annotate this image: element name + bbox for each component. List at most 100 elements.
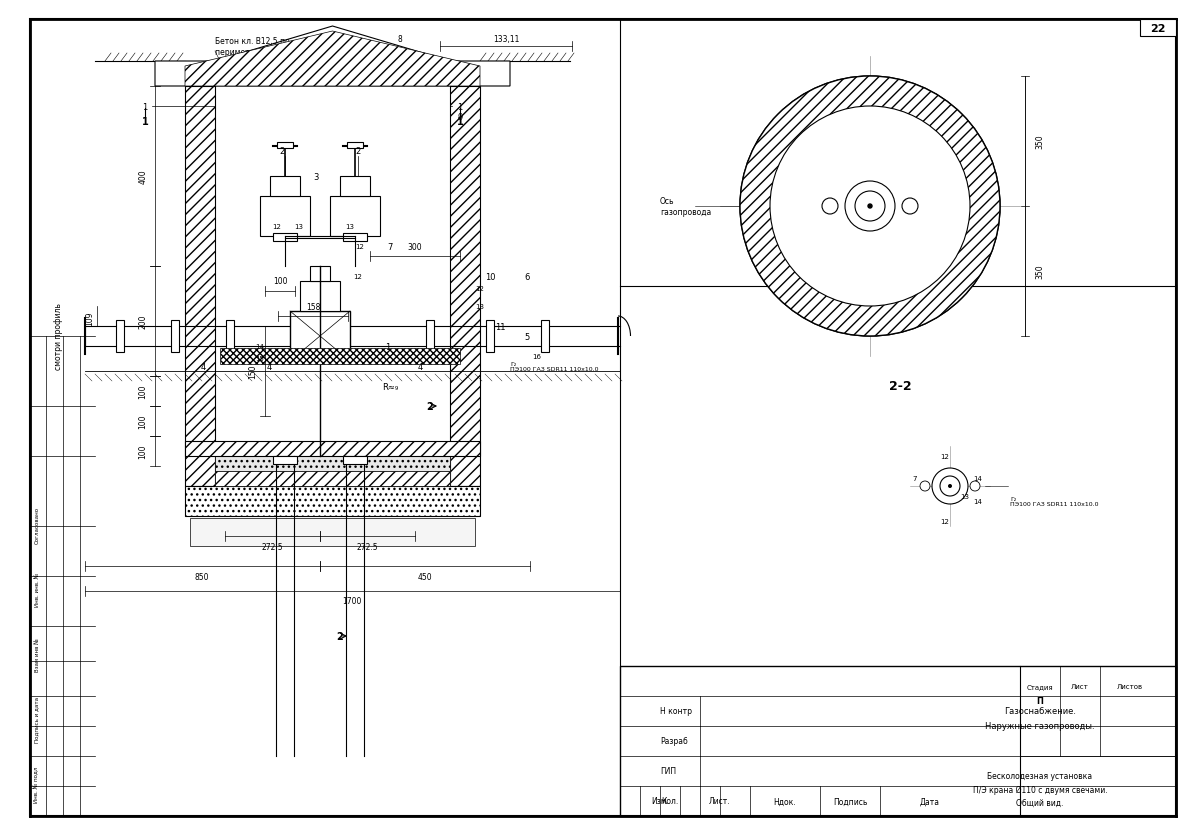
Text: 11: 11 <box>495 322 505 331</box>
Text: 1: 1 <box>141 117 148 127</box>
Text: Стадия: Стадия <box>1027 683 1053 689</box>
Text: 1700: 1700 <box>343 597 362 606</box>
Text: 272.5: 272.5 <box>261 542 282 551</box>
Text: Подпись: Подпись <box>833 797 867 806</box>
Bar <box>347 143 363 149</box>
Bar <box>541 321 549 353</box>
Text: 158: 158 <box>306 302 320 311</box>
Text: 350: 350 <box>1035 264 1045 279</box>
Text: 2: 2 <box>337 631 344 641</box>
Text: 1: 1 <box>385 342 390 351</box>
Bar <box>291 312 350 361</box>
Bar <box>171 321 179 353</box>
Bar <box>227 321 234 353</box>
Text: 7: 7 <box>388 242 393 251</box>
Text: 2: 2 <box>907 187 912 196</box>
Text: 200: 200 <box>139 314 147 329</box>
Text: Бесколодезная установка: Бесколодезная установка <box>988 772 1092 781</box>
Text: 3: 3 <box>313 172 319 181</box>
Bar <box>620 666 1177 816</box>
Text: 15: 15 <box>255 355 264 361</box>
Bar <box>273 456 296 465</box>
Text: Лист.: Лист. <box>709 797 731 806</box>
Text: 400: 400 <box>139 170 147 184</box>
Text: 300: 300 <box>408 242 422 251</box>
Text: 100: 100 <box>273 278 287 286</box>
Text: Наружные газопроводы.: Наружные газопроводы. <box>986 721 1095 731</box>
Text: 4: 4 <box>200 362 205 371</box>
Bar <box>310 267 330 282</box>
Circle shape <box>770 107 970 307</box>
Circle shape <box>903 199 918 215</box>
Text: Ось
газопровода: Ось газопровода <box>659 197 712 217</box>
Text: Общий вид.: Общий вид. <box>1016 798 1064 807</box>
Bar <box>300 282 340 312</box>
Circle shape <box>940 477 959 497</box>
Text: Изм.: Изм. <box>651 797 669 806</box>
Text: 100: 100 <box>139 415 147 429</box>
Text: 100: 100 <box>139 385 147 399</box>
Text: Кол.: Кол. <box>662 797 678 806</box>
Bar <box>185 87 215 487</box>
Text: 13: 13 <box>476 303 485 309</box>
Text: 13: 13 <box>345 224 355 230</box>
Text: 10: 10 <box>485 273 496 281</box>
Bar <box>260 196 310 237</box>
Text: 6: 6 <box>524 273 530 281</box>
Text: Подпись и дата: Подпись и дата <box>34 696 39 742</box>
Text: 12: 12 <box>940 453 950 460</box>
Text: 109: 109 <box>85 311 95 326</box>
Text: 450: 450 <box>417 572 433 581</box>
Text: 12: 12 <box>353 273 363 280</box>
Text: Газоснабжение.: Газоснабжение. <box>1005 706 1076 716</box>
Text: 4: 4 <box>267 362 272 371</box>
Text: 14: 14 <box>974 476 982 482</box>
Bar <box>330 196 380 237</box>
Polygon shape <box>185 32 480 87</box>
Circle shape <box>740 77 1000 337</box>
Bar <box>426 321 434 353</box>
Text: ГИП: ГИП <box>659 767 676 776</box>
Text: 14: 14 <box>974 498 982 504</box>
Bar <box>486 321 495 353</box>
Circle shape <box>948 484 952 488</box>
Text: 4: 4 <box>417 362 422 371</box>
Text: Н контр: Н контр <box>659 706 691 716</box>
Text: 1: 1 <box>457 117 464 127</box>
Text: 5: 5 <box>524 332 530 341</box>
Text: 1-1: 1-1 <box>856 99 884 115</box>
Bar <box>215 456 449 472</box>
Text: 850: 850 <box>195 572 209 581</box>
Text: Инв. № подл: Инв. № подл <box>34 766 39 803</box>
Circle shape <box>970 482 980 492</box>
Bar <box>185 441 480 456</box>
Text: 150: 150 <box>249 364 257 379</box>
Bar <box>449 87 480 487</box>
Text: 133,11: 133,11 <box>493 34 519 43</box>
Circle shape <box>920 482 930 492</box>
Text: 12: 12 <box>273 224 281 230</box>
Text: 272.5: 272.5 <box>356 542 378 551</box>
Text: 7: 7 <box>913 476 917 482</box>
Text: 13: 13 <box>961 493 969 499</box>
Text: 16: 16 <box>533 354 542 359</box>
Text: R≈₉: R≈₉ <box>382 382 398 391</box>
Text: 1: 1 <box>458 102 463 111</box>
Bar <box>273 234 296 242</box>
Text: 1: 1 <box>142 102 147 111</box>
Text: 12: 12 <box>356 244 364 250</box>
Text: Бетон кл. B12,5 по
периметру горловины: Бетон кл. B12,5 по периметру горловины <box>215 38 305 57</box>
Text: 3: 3 <box>873 232 878 242</box>
Text: смотри профиль: смотри профиль <box>53 303 63 370</box>
Bar <box>343 234 366 242</box>
Bar <box>185 487 480 517</box>
Text: Листов: Листов <box>1117 683 1143 689</box>
Text: Г₂
ПЭ100 ГАЗ SDR11 110x10.0: Г₂ ПЭ100 ГАЗ SDR11 110x10.0 <box>1010 496 1098 507</box>
Circle shape <box>855 191 885 222</box>
Text: Ндок.: Ндок. <box>773 797 796 806</box>
Circle shape <box>740 77 1000 337</box>
Text: 2-2: 2-2 <box>888 380 911 393</box>
Text: Взам инв №: Взам инв № <box>34 637 39 671</box>
Bar <box>215 472 449 487</box>
Text: Согласовано: Согласовано <box>34 506 39 543</box>
